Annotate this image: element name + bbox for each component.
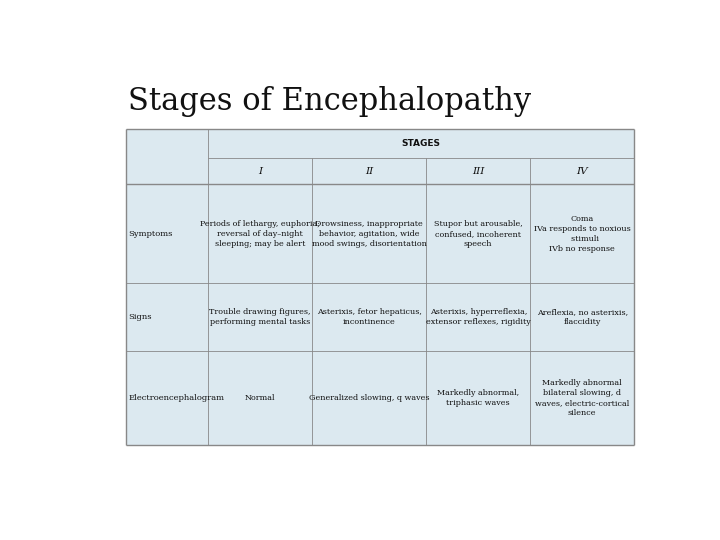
Text: I: I [258, 167, 262, 176]
Text: Areflexia, no asterixis,
flaccidity: Areflexia, no asterixis, flaccidity [536, 308, 628, 326]
Text: Coma
IVa responds to noxious
  stimuli
IVb no response: Coma IVa responds to noxious stimuli IVb… [534, 215, 631, 253]
Text: Drowsiness, inappropriate
behavior, agitation, wide
mood swings, disorientation: Drowsiness, inappropriate behavior, agit… [312, 220, 426, 248]
Text: II: II [365, 167, 373, 176]
Text: STAGES: STAGES [402, 139, 441, 148]
Text: Periods of lethargy, euphoria;
reversal of day–night
sleeping; may be alert: Periods of lethargy, euphoria; reversal … [200, 220, 320, 248]
Text: IV: IV [576, 167, 588, 176]
Text: Trouble drawing figures,
performing mental tasks: Trouble drawing figures, performing ment… [210, 308, 311, 326]
Text: Markedly abnormal
bilateral slowing, d
waves, electric-cortical
silence: Markedly abnormal bilateral slowing, d w… [535, 379, 629, 417]
Text: Asterixis, fetor hepaticus,
incontinence: Asterixis, fetor hepaticus, incontinence [317, 308, 421, 326]
Text: Normal: Normal [245, 394, 275, 402]
Text: Generalized slowing, q waves: Generalized slowing, q waves [309, 394, 429, 402]
Text: Stages of Encephalopathy: Stages of Encephalopathy [128, 85, 531, 117]
Text: Signs: Signs [128, 313, 152, 321]
Text: Symptoms: Symptoms [128, 230, 173, 238]
Text: III: III [472, 167, 485, 176]
Text: Stupor but arousable,
confused, incoherent
speech: Stupor but arousable, confused, incohere… [434, 220, 523, 248]
Text: Markedly abnormal,
triphasic waves: Markedly abnormal, triphasic waves [437, 389, 519, 407]
Text: Asterixis, hyperreflexia,
extensor reflexes, rigidity: Asterixis, hyperreflexia, extensor refle… [426, 308, 531, 326]
Text: Electroencephalogram: Electroencephalogram [128, 394, 225, 402]
